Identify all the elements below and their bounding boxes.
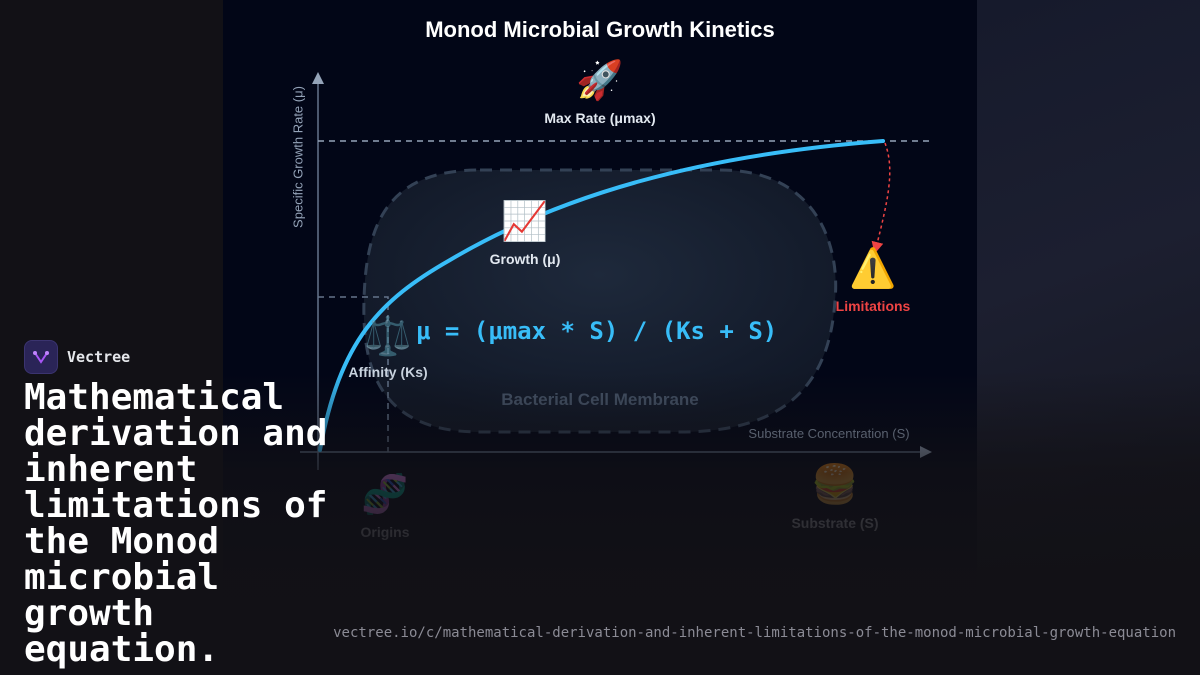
headline: Mathematical derivation and inherent lim… (24, 377, 328, 670)
monod-formula: μ = (μmax * S) / (Ks + S) (416, 317, 778, 345)
origins-label: Origins (360, 524, 410, 540)
affinity-label: Affinity (Ks) (348, 364, 428, 380)
page-url[interactable]: vectree.io/c/mathematical-derivation-and… (333, 625, 1176, 641)
x-axis-label: Substrate Concentration (S) (748, 426, 910, 441)
chart-increasing-icon: 📈 (501, 201, 549, 243)
brand-name: Vectree (67, 348, 131, 366)
membrane-label: Bacterial Cell Membrane (501, 390, 699, 409)
limitations-label: Limitations (835, 298, 911, 314)
burger-icon: 🍔 (811, 464, 859, 506)
growth-label: Growth (μ) (489, 251, 561, 267)
vectree-logo-icon (24, 340, 58, 374)
diagram-title: Monod Microbial Growth Kinetics (425, 17, 775, 42)
limitation-arrow (871, 142, 891, 254)
balance-scale-icon: ⚖️ (364, 316, 412, 358)
y-axis-label: Specific Growth Rate (μ) (290, 86, 306, 228)
brand: Vectree (24, 340, 130, 374)
max-rate-label: Max Rate (μmax) (544, 110, 656, 126)
rocket-icon: 🚀 (576, 60, 624, 102)
warning-icon: ⚠️ (849, 248, 897, 290)
dna-icon: 🧬 (361, 474, 409, 516)
substrate-label: Substrate (S) (791, 515, 879, 531)
